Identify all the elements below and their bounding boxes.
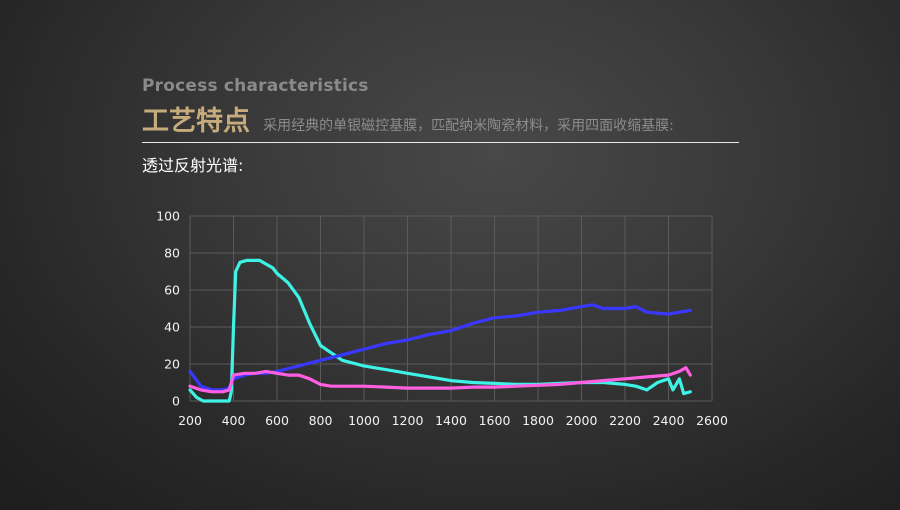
x-tick-label: 400 xyxy=(222,413,246,428)
y-tick-label: 80 xyxy=(164,246,180,261)
x-tick-label: 600 xyxy=(265,413,289,428)
x-tick-label: 1400 xyxy=(435,413,467,428)
y-tick-label: 60 xyxy=(164,283,180,298)
title-divider xyxy=(142,142,739,143)
x-tick-label: 1000 xyxy=(348,413,380,428)
x-tick-label: 1200 xyxy=(392,413,424,428)
page-title: 工艺特点 xyxy=(142,106,250,137)
y-tick-label: 0 xyxy=(172,394,180,409)
title-row: 工艺特点 采用经典的单银磁控基膜，匹配纳米陶瓷材料，采用四面收缩基膜: xyxy=(142,99,674,138)
x-tick-label: 2000 xyxy=(566,413,598,428)
y-tick-label: 100 xyxy=(156,209,180,224)
x-tick-label: 1600 xyxy=(479,413,511,428)
tick-labels: 200 400 600 800 1000 1200 1400 1600 1800 2000 2200… xyxy=(156,209,728,429)
x-tick-label: 800 xyxy=(309,413,333,428)
cyan-spectrum-line xyxy=(188,258,692,403)
x-tick-label: 2200 xyxy=(609,413,641,428)
y-tick-label: 20 xyxy=(164,357,180,372)
x-tick-label: 200 xyxy=(178,413,202,428)
section-label: 透过反射光谱: xyxy=(142,156,244,175)
x-tick-label: 2400 xyxy=(653,413,685,428)
blue-spectrum-line xyxy=(188,303,692,392)
english-title: Process characteristics xyxy=(142,76,369,96)
subtitle: 采用经典的单银磁控基膜，匹配纳米陶瓷材料，采用四面收缩基膜: xyxy=(263,118,674,134)
series-group xyxy=(188,258,692,403)
pink-spectrum-line xyxy=(188,366,692,394)
y-tick-label: 40 xyxy=(164,320,180,335)
x-tick-label: 1800 xyxy=(522,413,554,428)
x-tick-label: 2600 xyxy=(696,413,728,428)
